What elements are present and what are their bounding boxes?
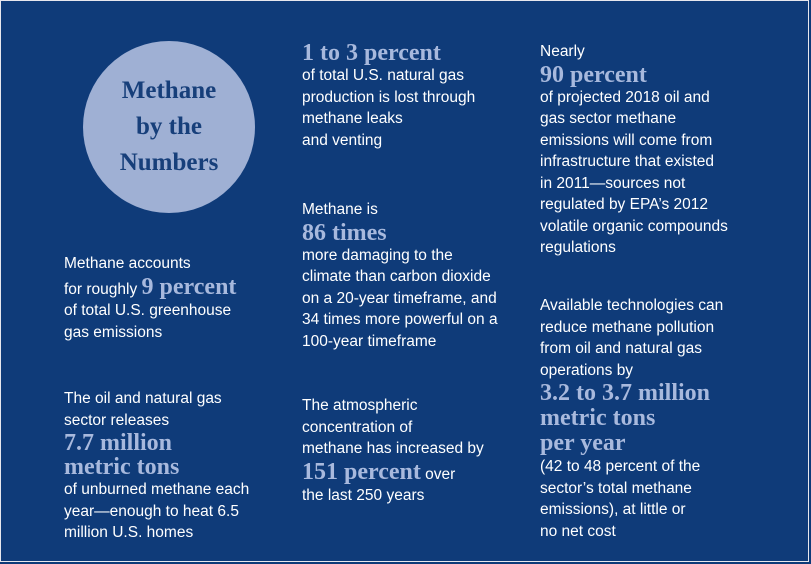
stat-text: regulated by EPA’s 2012 [540,196,709,213]
infographic-title: Methane by the Numbers [120,73,219,181]
stat-highlight: metric tons [540,405,656,431]
stat-text: The oil and natural gas [64,390,222,407]
stat-highlight: 90 percent [540,61,647,88]
stat-text: emissions), at little or [540,501,686,518]
stat-text: sector releases [64,411,170,429]
stat-greenhouse: Methane accounts for roughly 9 percent o… [64,253,236,343]
stat-text: operations by [540,361,634,379]
stat-damaging: Methane is 86 times more damaging to the… [302,199,498,352]
stat-text: and venting [302,131,383,149]
stat-oilgas-release: The oil and natural gas sector releases … [64,388,249,544]
stat-text: more damaging to the [302,246,453,264]
stat-text: emissions will come from [540,131,713,149]
stat-text: Nearly [540,43,585,60]
stat-text: Methane is [302,201,378,218]
stat-text: year—enough to heat 6.5 [64,502,239,520]
stat-highlight: metric tons [64,454,180,480]
stat-highlight: 151 percent [302,458,421,485]
stat-text: Available technologies can [540,297,724,314]
stat-text: methane leaks [302,110,403,127]
stat-highlight: 3.2 to 3.7 million [540,380,711,406]
stat-text: methane has increased by [302,440,484,457]
stat-text: of total U.S. natural gas [302,67,464,84]
stat-text: infrastructure that existed [540,153,715,170]
stat-text: million U.S. homes [64,524,194,541]
stat-text: concentration of [302,418,413,436]
stat-highlight: 9 percent [141,273,237,300]
stat-highlight: 1 to 3 percent [302,40,441,66]
title-line: Methane [121,77,217,104]
stat-text: sector’s total methane [540,479,692,497]
stat-text: of projected 2018 oil and [540,88,710,106]
stat-text: volatile organic compounds [540,217,728,235]
stat-text: in 2011—sources not [540,174,686,192]
stat-text-row: for roughly 9 percent [64,275,236,301]
stat-text: regulations [540,239,616,256]
stat-highlight: per year [540,430,626,456]
title-circle: Methane by the Numbers [83,41,255,213]
stat-production-lost: 1 to 3 percent of total U.S. natural gas… [302,41,475,151]
stat-reduce: Available technologies can reduce methan… [540,295,723,542]
stat-text: of unburned methane each [64,481,250,498]
stat-text: reduce methane pollution [540,318,715,336]
stat-highlight: 86 times [302,219,387,246]
stat-text: the last 250 years [302,487,425,504]
stat-text: production is lost through [302,88,476,106]
stat-text: gas emissions [64,323,163,341]
stat-text-row: 151 percent over [302,460,484,486]
stat-text: for roughly [64,280,142,298]
stat-highlight: 7.7 million [64,430,173,456]
stat-text: The atmospheric [302,397,418,414]
stat-text: on a 20-year timeframe, and [302,289,497,307]
stat-text: gas sector methane [540,110,677,127]
stat-text: climate than carbon dioxide [302,268,491,285]
stat-infrastructure: Nearly 90 percent of projected 2018 oil … [540,41,728,259]
stat-text: 100-year timeframe [302,332,437,350]
stat-text: from oil and natural gas [540,340,702,357]
stat-text: over [420,465,456,483]
stat-text: no net cost [540,522,616,540]
title-line: by the [136,113,202,140]
stat-concentration: The atmospheric concentration of methane… [302,395,484,507]
stat-text: 34 times more powerful on a [302,311,498,328]
stat-text: of total U.S. greenhouse [64,302,232,319]
stat-text: Methane accounts [64,255,191,272]
title-line: Numbers [119,149,219,176]
stat-text: (42 to 48 percent of the [540,458,701,475]
